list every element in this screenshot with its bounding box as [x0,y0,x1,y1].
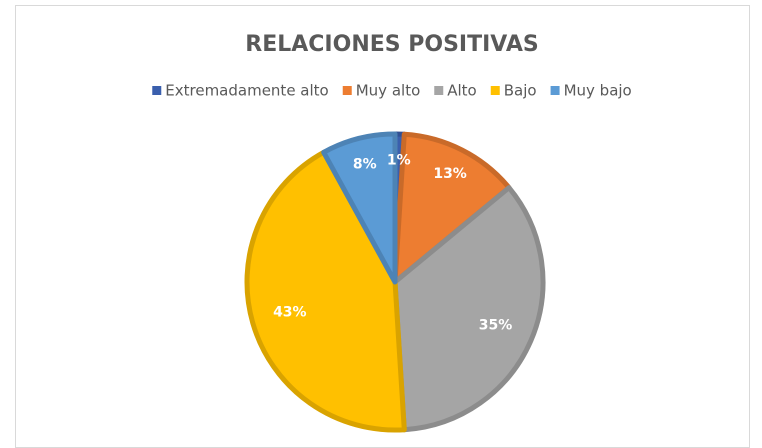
legend-swatch [550,86,560,95]
legend-label: Alto [447,82,477,100]
legend-label: Extremadamente alto [165,82,328,100]
pie-slice [244,149,407,433]
legend-swatch [152,86,162,95]
pie-slice [392,185,546,433]
legend-label: Muy alto [356,82,421,100]
data-label: 8% [353,156,377,172]
pie-slice [321,131,398,285]
slice-edge [392,131,512,285]
pie-slice [392,131,512,285]
chart-title: RELACIONES POSITIVAS [245,32,538,57]
slice-edge [321,131,398,285]
data-label: 13% [433,166,467,182]
slice-edge [244,149,407,433]
data-label: 35% [479,317,513,333]
legend-label: Muy bajo [564,82,632,100]
slice-edge [392,185,546,433]
legend-label: Bajo [504,82,537,100]
legend-swatch [490,86,500,95]
legend-swatch [434,86,444,95]
data-label: 43% [273,305,307,321]
data-label: 1% [387,153,411,169]
legend-swatch [342,86,352,95]
